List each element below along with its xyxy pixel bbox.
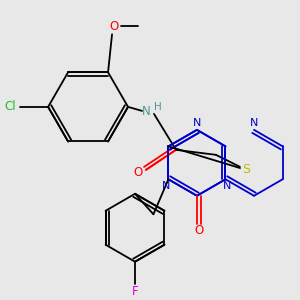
Text: N: N xyxy=(193,118,201,128)
Text: N: N xyxy=(142,105,150,119)
Text: F: F xyxy=(132,285,138,298)
Text: O: O xyxy=(134,166,142,179)
Text: S: S xyxy=(242,163,250,176)
Text: N: N xyxy=(162,181,171,191)
Text: O: O xyxy=(110,20,119,33)
Text: H: H xyxy=(154,102,162,112)
Text: S: S xyxy=(242,163,250,176)
Text: N: N xyxy=(250,118,258,128)
Text: Cl: Cl xyxy=(4,100,16,113)
Text: O: O xyxy=(194,224,204,237)
Text: N: N xyxy=(223,181,232,191)
